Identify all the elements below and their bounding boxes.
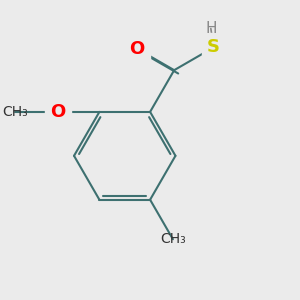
Text: CH₃: CH₃ xyxy=(2,105,28,119)
Text: H: H xyxy=(205,21,217,36)
Text: O: O xyxy=(129,40,145,58)
Text: O: O xyxy=(50,103,65,121)
Text: CH₃: CH₃ xyxy=(160,232,186,246)
Text: S: S xyxy=(207,38,220,56)
